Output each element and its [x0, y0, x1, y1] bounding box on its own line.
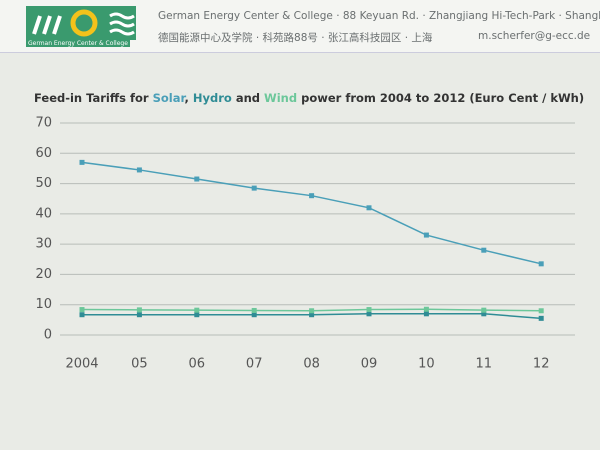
point	[136, 307, 142, 313]
x-tick-label: 11	[476, 357, 493, 372]
logo-bars	[32, 15, 62, 35]
point	[481, 307, 487, 313]
y-tick-label: 20	[35, 267, 52, 282]
point	[309, 312, 315, 318]
point	[79, 159, 85, 165]
header-address: German Energy Center & College · 88 Keyu…	[158, 10, 600, 22]
y-tick-label: 60	[35, 146, 52, 161]
header: German Energy Center & College German En…	[0, 0, 600, 53]
point	[251, 185, 257, 191]
header-address-cn: 德国能源中心及学院 · 科苑路88号 · 张江高科技园区 · 上海	[158, 32, 433, 44]
series-line	[81, 161, 542, 265]
title-series: Wind	[264, 91, 298, 105]
chart-title: Feed-in Tariffs for Solar, Hydro and Win…	[34, 91, 584, 105]
point	[366, 205, 372, 211]
point	[79, 312, 85, 318]
point	[194, 176, 200, 182]
title-part: and	[235, 91, 261, 105]
point	[423, 306, 429, 312]
y-tick-label: 0	[44, 328, 52, 343]
title-part: Feed-in Tariffs for	[34, 91, 149, 105]
header-email: m.scherfer@g-ecc.de	[478, 30, 591, 42]
title-series: Hydro	[192, 91, 232, 105]
point	[481, 311, 487, 317]
x-tick-label: 12	[533, 357, 550, 372]
point	[251, 312, 257, 318]
point	[538, 261, 544, 267]
title-series: Solar	[152, 91, 185, 105]
point	[366, 311, 372, 317]
point	[481, 247, 487, 253]
point	[136, 167, 142, 173]
point	[309, 193, 315, 199]
x-tick-label: 09	[361, 357, 378, 372]
point	[309, 308, 315, 314]
y-tick-label: 10	[35, 297, 52, 312]
point	[136, 312, 142, 318]
x-tick-label: 06	[189, 357, 206, 372]
point	[423, 232, 429, 238]
logo-sun	[70, 9, 98, 37]
x-tick-label: 2004	[65, 357, 98, 372]
title-part: ,	[184, 91, 189, 105]
point	[194, 307, 200, 313]
x-tick-label: 05	[131, 357, 148, 372]
point	[251, 307, 257, 313]
logo-text: German Energy Center & College	[26, 40, 130, 47]
logo	[26, 6, 136, 40]
y-tick-label: 30	[35, 237, 52, 252]
x-tick-label: 08	[303, 357, 320, 372]
point	[194, 312, 200, 318]
point	[366, 307, 372, 313]
point	[538, 308, 544, 314]
y-tick-label: 40	[35, 206, 52, 221]
x-tick-label: 07	[246, 357, 263, 372]
y-tick-label: 50	[35, 176, 52, 191]
point	[538, 315, 544, 321]
point	[79, 307, 85, 313]
y-tick-label: 70	[35, 116, 52, 131]
title-part: power from 2004 to 2012 (Euro Cent / kWh…	[301, 91, 585, 105]
point	[423, 311, 429, 317]
logo-waves	[109, 12, 135, 36]
x-tick-label: 10	[418, 357, 435, 372]
